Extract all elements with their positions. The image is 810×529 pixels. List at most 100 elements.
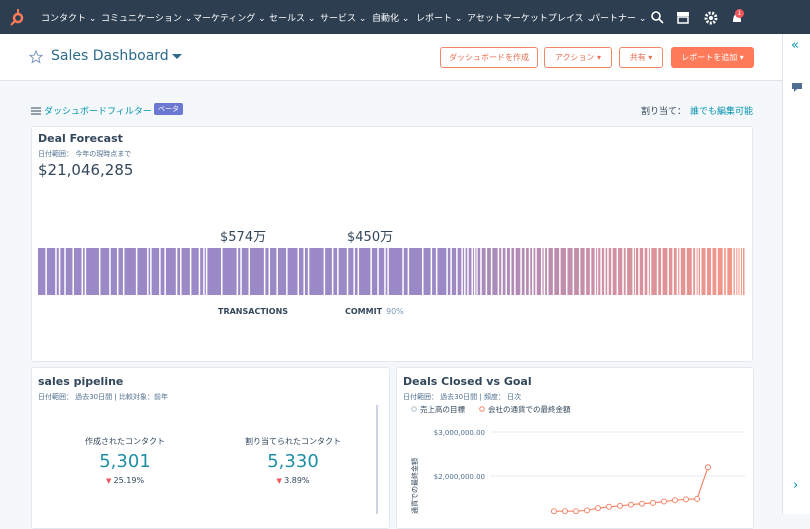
add-report-button[interactable]: レポートを追加 ▾ xyxy=(671,47,754,68)
dashboard-title[interactable]: Sales Dashboard xyxy=(51,48,169,64)
forecast-stripe xyxy=(536,248,541,295)
forecast-stripe xyxy=(468,248,472,295)
nav-item[interactable]: セールス ⌄ xyxy=(269,14,316,24)
forecast-stripe xyxy=(644,248,648,295)
pipeline-card xyxy=(31,367,390,529)
forecast-total: $21,046,285 xyxy=(38,161,134,179)
meta-item: 日付範囲： 過去30日間 xyxy=(38,393,113,401)
forecast-stripe xyxy=(712,248,717,295)
forecast-stripe xyxy=(462,248,465,295)
forecast-stripe xyxy=(238,248,241,295)
forecast-stripe xyxy=(618,248,623,295)
actions-button[interactable]: アクション ▾ xyxy=(544,47,612,68)
nav-label: マーケティング xyxy=(193,14,256,24)
kpi-value: 5,330 xyxy=(267,451,319,472)
nav-label: レポート xyxy=(416,14,453,24)
legend-marker xyxy=(479,406,485,412)
forecast-stripe xyxy=(65,248,73,295)
forecast-stripe xyxy=(727,248,732,295)
forecast-stripe xyxy=(717,248,723,295)
data-point xyxy=(584,507,590,514)
marketplace-icon[interactable] xyxy=(676,10,690,24)
data-point xyxy=(595,505,601,512)
forecast-stripe xyxy=(678,248,680,295)
y-tick-label: $2,000,000.00 xyxy=(434,473,485,481)
settings-icon[interactable] xyxy=(704,11,718,25)
forecast-bar xyxy=(38,248,745,295)
forecast-stripe xyxy=(554,248,560,295)
nav-item[interactable]: コンタクト ⌄ xyxy=(41,14,97,24)
meta-item: 日付範囲： 過去30日間 xyxy=(403,393,478,401)
data-point xyxy=(661,498,667,505)
forecast-stripe xyxy=(633,248,635,295)
deals-chart: $2,000,000.00 $3,000,000.00 通貨での最終金額 売上高の目標… xyxy=(410,404,745,514)
forecast-stripe xyxy=(338,248,347,295)
forecast-stripe xyxy=(548,248,553,295)
nav-item[interactable]: サービス ⌄ xyxy=(320,14,367,24)
forecast-stripe xyxy=(371,248,378,295)
card-meta: 日付範囲： 過去30日間 | 頻度： 日次 xyxy=(403,393,522,401)
forecast-stripe xyxy=(680,248,686,295)
forecast-stripe xyxy=(100,248,110,295)
legend-label: 売上高の目標 xyxy=(420,404,465,414)
nav-label: コミュニケーション xyxy=(101,14,182,24)
forecast-stripe xyxy=(177,248,181,295)
forecast-stripe xyxy=(265,248,269,295)
forecast-stripe xyxy=(287,248,298,295)
collapse-icon[interactable]: « xyxy=(791,38,799,53)
share-button[interactable]: 共有 ▾ xyxy=(619,47,663,68)
filter-icon[interactable] xyxy=(31,106,41,115)
forecast-stripe xyxy=(437,248,447,295)
forecast-stripe xyxy=(60,248,65,295)
forecast-stripe xyxy=(304,248,308,295)
data-point xyxy=(551,508,557,514)
nav-item[interactable]: コミュニケーション ⌄ xyxy=(101,14,193,24)
nav-item[interactable]: マーケティング ⌄ xyxy=(193,14,266,24)
forecast-stripe xyxy=(451,248,457,295)
nav-item[interactable]: 自動化 ⌄ xyxy=(372,14,410,24)
forecast-stripe xyxy=(648,248,650,295)
dashboard-filter[interactable]: ダッシュボードフィルター xyxy=(44,107,152,117)
forecast-stripe xyxy=(533,248,536,295)
forecast-stripe xyxy=(354,248,358,295)
button-label: レポートを追加 xyxy=(681,53,738,62)
nav-label: パートナー xyxy=(591,14,637,24)
forecast-stripe xyxy=(432,248,436,295)
forecast-stripe xyxy=(151,248,160,295)
forecast-stripe xyxy=(515,248,521,295)
forecast-stripe xyxy=(472,248,474,295)
forecast-stripe xyxy=(348,248,354,295)
deal-forecast-card xyxy=(31,126,753,362)
kpi-label: 割り当てられたコンタクト xyxy=(245,437,341,446)
nav-item[interactable]: パートナー ⌄ xyxy=(591,14,647,24)
data-point xyxy=(606,503,612,510)
expand-icon[interactable]: › xyxy=(793,478,799,493)
search-icon[interactable] xyxy=(650,10,664,24)
chat-icon[interactable] xyxy=(791,82,803,92)
card-title: Deal Forecast xyxy=(38,132,123,145)
assign-value[interactable]: 誰でも編集可能 xyxy=(690,107,754,117)
forecast-stripe xyxy=(56,248,59,295)
data-point xyxy=(683,496,689,503)
forecast-stripe xyxy=(299,248,304,295)
forecast-stripe xyxy=(165,248,176,295)
nav-item[interactable]: アセットマーケットプレイス ⌄ xyxy=(467,14,594,24)
forecast-stripe xyxy=(560,248,566,295)
segment-amount: $450万 xyxy=(347,230,394,245)
title-caret[interactable] xyxy=(171,53,183,61)
forecast-stripe xyxy=(191,248,199,295)
favorite-star[interactable] xyxy=(29,50,43,64)
logo[interactable] xyxy=(8,8,26,26)
create-dashboard-button[interactable]: ダッシュボードを作成 xyxy=(440,47,538,68)
forecast-stripe xyxy=(521,248,525,295)
date-range: 日付範囲： 今年の現時点まで xyxy=(38,150,132,158)
forecast-stripe xyxy=(499,248,502,295)
change-value: 25.19% xyxy=(113,476,145,485)
forecast-stripe xyxy=(686,248,692,295)
forecast-stripe xyxy=(605,248,608,295)
nav-item[interactable]: レポート ⌄ xyxy=(416,14,463,24)
data-point xyxy=(672,497,678,504)
forecast-stripe xyxy=(601,248,605,295)
scrollbar[interactable] xyxy=(376,405,378,514)
forecast-stripe xyxy=(574,248,579,295)
